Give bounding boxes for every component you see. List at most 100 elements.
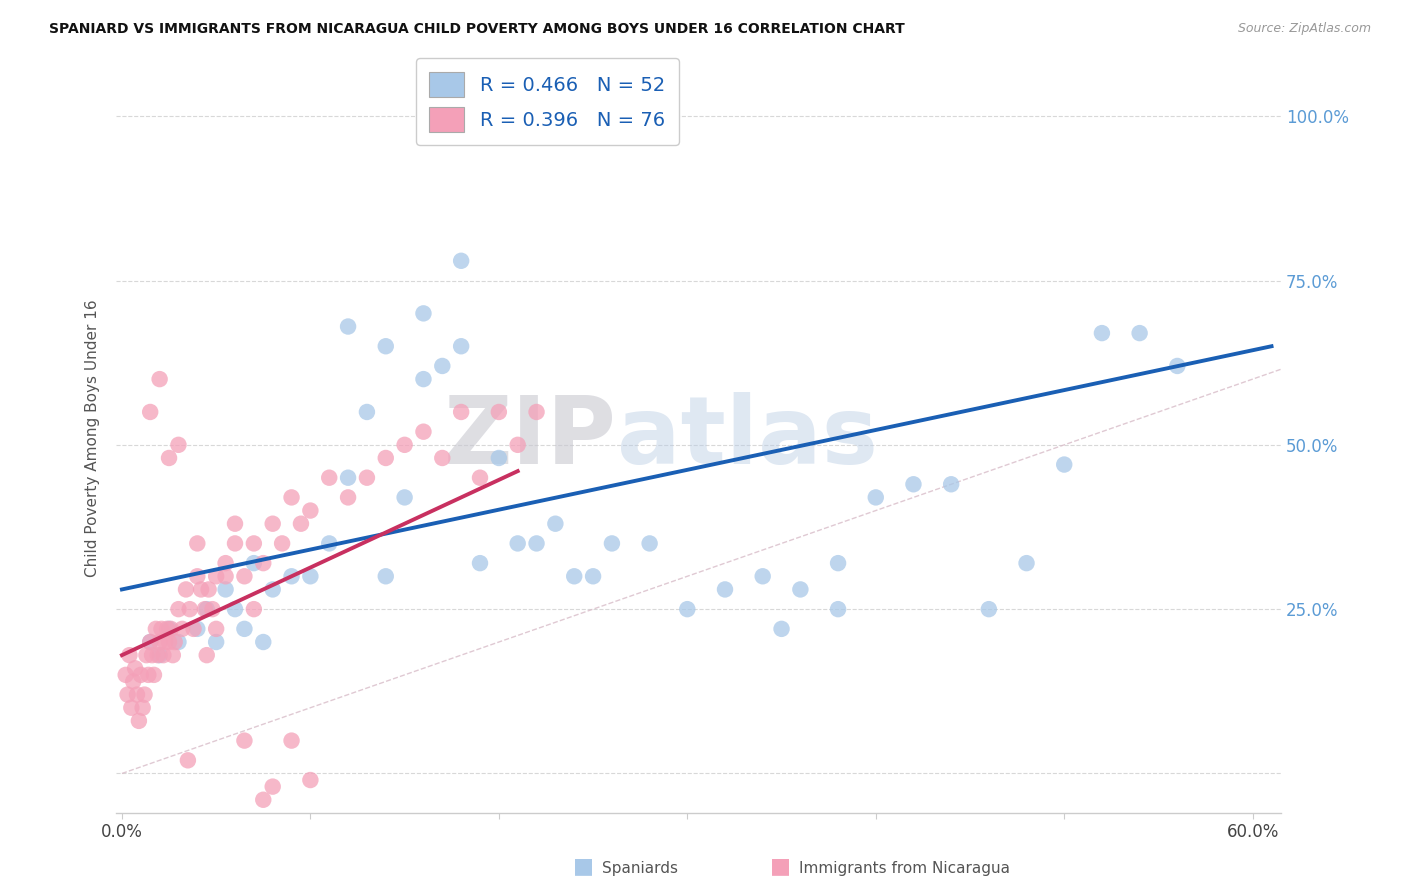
Text: SPANIARD VS IMMIGRANTS FROM NICARAGUA CHILD POVERTY AMONG BOYS UNDER 16 CORRELAT: SPANIARD VS IMMIGRANTS FROM NICARAGUA CH…	[49, 22, 905, 37]
Point	[205, 622, 228, 636]
Point	[252, 793, 274, 807]
Point	[150, 622, 173, 636]
Point	[205, 635, 228, 649]
Point	[252, 556, 274, 570]
Text: atlas: atlas	[617, 392, 879, 484]
Point	[120, 700, 142, 714]
Point	[356, 405, 378, 419]
Point	[337, 491, 360, 505]
Text: Source: ZipAtlas.com: Source: ZipAtlas.com	[1237, 22, 1371, 36]
Point	[394, 438, 416, 452]
Point	[167, 438, 190, 452]
Point	[214, 569, 236, 583]
Point	[827, 556, 849, 570]
Point	[157, 635, 180, 649]
Point	[186, 569, 208, 583]
Point	[582, 569, 605, 583]
Point	[214, 582, 236, 597]
Point	[201, 602, 224, 616]
Point	[156, 622, 179, 636]
Point	[262, 516, 284, 531]
Point	[374, 569, 396, 583]
Point	[139, 405, 162, 419]
Point	[233, 569, 256, 583]
Point	[318, 471, 340, 485]
Point	[131, 700, 153, 714]
Point	[122, 674, 145, 689]
Point	[450, 339, 472, 353]
Legend: R = 0.466   N = 52, R = 0.396   N = 76: R = 0.466 N = 52, R = 0.396 N = 76	[416, 58, 679, 145]
Point	[195, 648, 218, 662]
Point	[488, 450, 510, 465]
Point	[134, 688, 156, 702]
Point	[865, 491, 887, 505]
Point	[252, 635, 274, 649]
Point	[299, 569, 322, 583]
Point	[195, 602, 218, 616]
Point	[290, 516, 312, 531]
Point	[114, 668, 136, 682]
Point	[197, 582, 219, 597]
Point	[146, 648, 169, 662]
Point	[117, 688, 139, 702]
Point	[506, 536, 529, 550]
Point	[374, 450, 396, 465]
Point	[141, 648, 163, 662]
Point	[128, 714, 150, 728]
Point	[1091, 326, 1114, 340]
Point	[163, 635, 186, 649]
Point	[243, 602, 266, 616]
Point	[299, 503, 322, 517]
Point	[977, 602, 1000, 616]
Point	[233, 622, 256, 636]
Point	[243, 556, 266, 570]
Point	[157, 622, 180, 636]
Point	[129, 668, 152, 682]
Point	[337, 319, 360, 334]
Point	[280, 569, 302, 583]
Y-axis label: Child Poverty Among Boys Under 16: Child Poverty Among Boys Under 16	[86, 300, 100, 577]
Point	[271, 536, 294, 550]
Point	[143, 668, 166, 682]
Point	[183, 622, 205, 636]
Point	[638, 536, 661, 550]
Point	[526, 536, 548, 550]
Point	[299, 772, 322, 787]
Point	[600, 536, 623, 550]
Point	[770, 622, 793, 636]
Point	[155, 635, 177, 649]
Point	[124, 661, 146, 675]
Point	[1166, 359, 1188, 373]
Point	[214, 556, 236, 570]
Point	[224, 602, 246, 616]
Point	[118, 648, 141, 662]
Point	[224, 536, 246, 550]
Point	[139, 635, 162, 649]
Point	[751, 569, 773, 583]
Point	[152, 648, 174, 662]
Point	[450, 405, 472, 419]
Point	[939, 477, 962, 491]
Point	[789, 582, 811, 597]
Point	[280, 733, 302, 747]
Point	[160, 622, 183, 636]
Point	[374, 339, 396, 353]
Text: ■: ■	[574, 856, 593, 876]
Point	[903, 477, 925, 491]
Point	[167, 635, 190, 649]
Point	[139, 635, 162, 649]
Point	[450, 253, 472, 268]
Point	[149, 635, 172, 649]
Point	[526, 405, 548, 419]
Point	[1129, 326, 1152, 340]
Point	[262, 582, 284, 597]
Point	[1015, 556, 1038, 570]
Point	[488, 405, 510, 419]
Point	[224, 516, 246, 531]
Text: Spaniards: Spaniards	[602, 861, 678, 876]
Point	[412, 306, 434, 320]
Point	[149, 648, 172, 662]
Point	[162, 648, 184, 662]
Point	[136, 668, 159, 682]
Point	[412, 372, 434, 386]
